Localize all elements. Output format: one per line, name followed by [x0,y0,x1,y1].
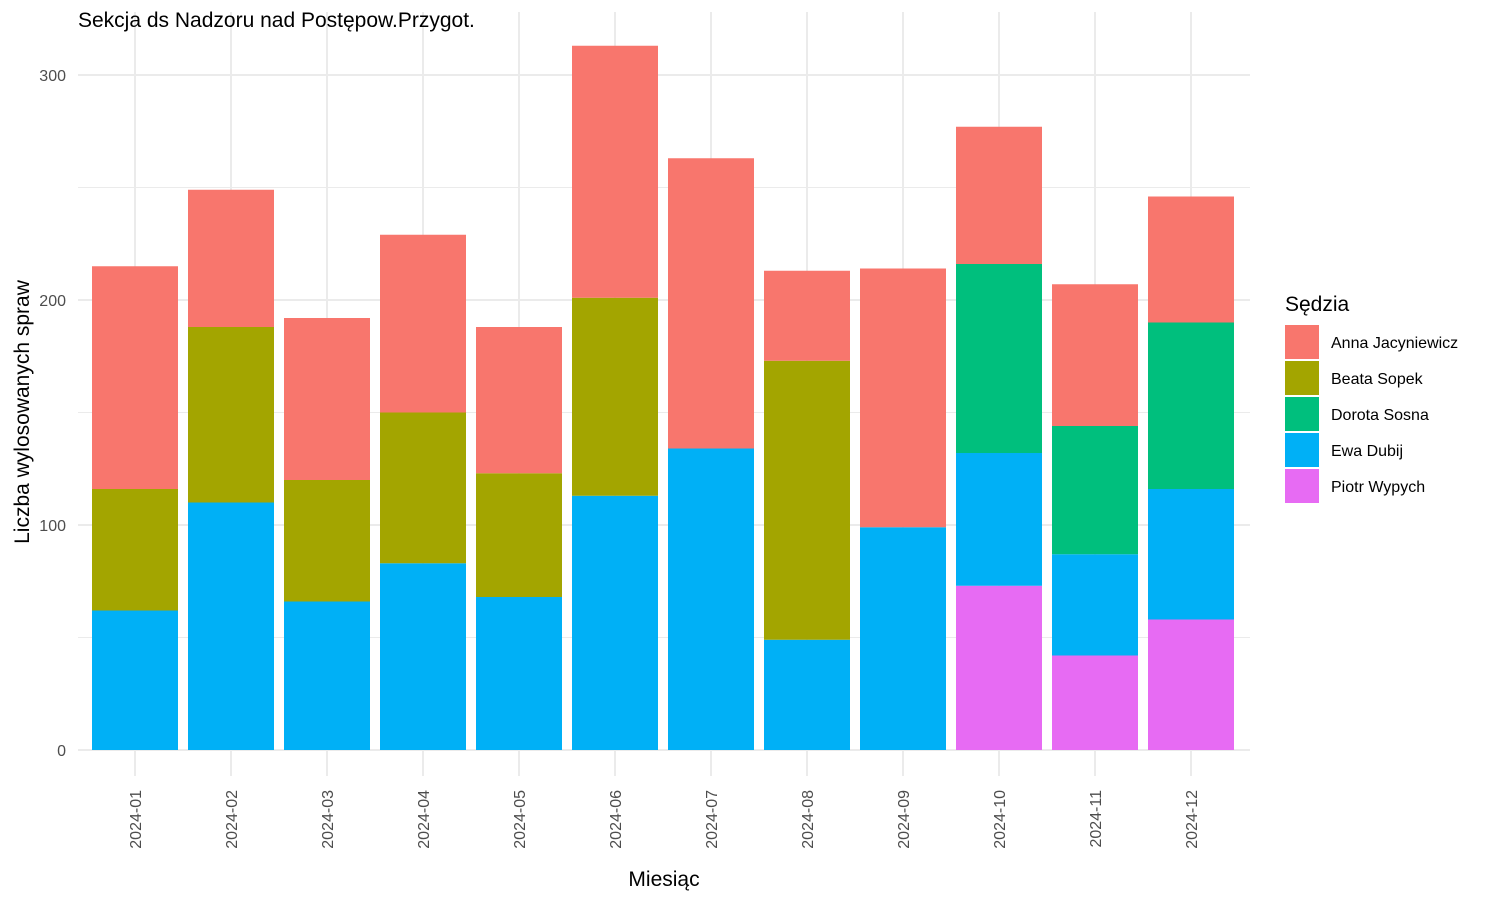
bar-segment [188,502,274,750]
chart-title: Sekcja ds Nadzoru nad Postępow.Przygot. [78,9,475,32]
bar-segment [476,327,562,474]
bar-segment [764,270,850,361]
bar-segment [284,601,370,750]
bar-segment [956,453,1042,586]
x-tick-label: 2024-08 [800,790,817,849]
y-tick-label: 200 [39,293,66,310]
bar-segment [956,126,1042,264]
legend-swatch [1285,469,1319,503]
x-tick-label: 2024-09 [896,790,913,849]
x-tick-label: 2024-04 [416,790,433,849]
legend: Sędzia Anna Jacyniewicz Beata Sopek Dorota… [1285,293,1458,503]
legend-swatch [1285,325,1319,359]
bar-segment [476,597,562,750]
bar-segment [860,527,946,750]
bar-segment [764,360,850,640]
bar-segment [1052,284,1138,426]
x-tick-label: 2024-10 [992,790,1009,849]
bar-segment [956,264,1042,453]
bar-segment [284,480,370,602]
bar-segment [380,412,466,564]
y-tick-label: 100 [39,518,66,535]
bar-segment [1052,554,1138,656]
bar-segment [92,610,178,750]
x-tick-label: 2024-11 [1088,790,1105,848]
bar-segment [188,189,274,327]
x-tick-label: 2024-03 [320,790,337,849]
bar-segment [1148,322,1234,489]
x-tick-label: 2024-05 [512,790,529,849]
bar-segment [1052,655,1138,750]
bar-segment [92,266,178,489]
x-tick-label: 2024-06 [608,790,625,849]
bars [92,45,1234,750]
bar-segment [1148,196,1234,323]
bar-segment [1052,426,1138,555]
bar-segment [188,327,274,503]
bar-segment [668,158,754,449]
axes: 0 100 200 300 2024-01 2024-02 2024-03 2024-04 20… [39,68,1201,849]
legend-label: Anna Jacyniewicz [1331,335,1458,352]
bar-segment [860,268,946,528]
legend-label: Ewa Dubij [1331,443,1403,460]
bar-segment [572,495,658,750]
legend-swatch [1285,397,1319,431]
y-tick-label: 300 [39,68,66,85]
legend-label: Dorota Sosna [1331,407,1429,424]
x-tick-label: 2024-12 [1184,790,1201,849]
legend-swatch [1285,433,1319,467]
bar-segment [668,448,754,750]
legend-title: Sędzia [1285,293,1350,316]
bar-segment [764,639,850,750]
x-tick-label: 2024-07 [704,790,721,849]
legend-label: Beata Sopek [1331,371,1424,388]
y-axis-title: Liczba wylosowanych spraw [11,279,34,544]
bar-segment [380,234,466,413]
bar-segment [1148,489,1234,620]
bar-segment [572,297,658,496]
bar-segment [1148,619,1234,750]
legend-label: Piotr Wypych [1331,479,1425,496]
legend-swatch [1285,361,1319,395]
x-tick-label: 2024-01 [128,790,145,849]
bar-segment [476,473,562,597]
bar-segment [380,563,466,750]
bar-segment [956,585,1042,750]
x-axis-title: Miesiąc [628,868,699,891]
bar-segment [92,489,178,611]
bar-segment [572,45,658,298]
y-tick-label: 0 [57,743,66,760]
bar-segment [284,318,370,480]
x-tick-label: 2024-02 [224,790,241,849]
